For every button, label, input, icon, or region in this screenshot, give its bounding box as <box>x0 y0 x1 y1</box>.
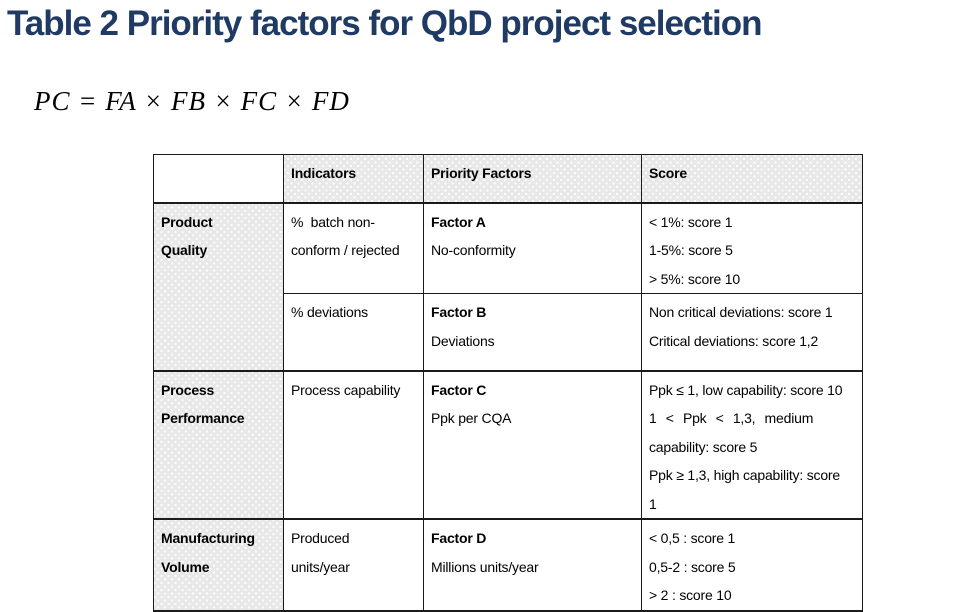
factor-name: Factor B <box>431 304 487 320</box>
group-label-line: Manufacturing <box>161 530 255 546</box>
indicator-cell-factor-c: Process capability <box>283 369 424 520</box>
factor-name: Factor A <box>431 213 486 230</box>
factor-cell-factor-a: Factor A No-conformity <box>423 201 642 294</box>
score-line: 1 < Ppk < 1,3, medium <box>649 410 814 426</box>
priority-factors-table: Indicators Priority Factors Score Produc… <box>153 154 863 612</box>
score-cell-factor-c: Ppk ≤ 1, low capability: score 10 1 < Pp… <box>641 369 863 520</box>
factor-name: Factor C <box>431 381 487 398</box>
cell-line: conform / rejected <box>291 242 400 258</box>
factor-description: Ppk per CQA <box>431 410 512 426</box>
header-label: Score <box>649 165 687 181</box>
page-title: Table 2 Priority factors for QbD project… <box>7 4 763 43</box>
factor-cell-factor-b: Factor B Deviations <box>423 293 642 371</box>
table-row-factor-b: % deviations Factor B Deviations Non cri… <box>154 293 863 371</box>
header-label: Priority Factors <box>431 165 532 181</box>
factor-description: No-conformity <box>431 242 516 258</box>
factor-description: Deviations <box>431 332 495 349</box>
indicator-cell-factor-b: % deviations <box>283 293 424 371</box>
group-label-line: Quality <box>161 242 208 258</box>
factor-name: Factor D <box>431 530 487 546</box>
score-line: Ppk ≥ 1,3, high capability: score <box>649 467 840 483</box>
header-row: Indicators Priority Factors Score <box>153 154 863 203</box>
factor-cell-factor-c: Factor C Ppk per CQA <box>423 369 642 520</box>
score-cell-factor-a: < 1%: score 1 1-5%: score 5 > 5%: score … <box>641 201 863 294</box>
col-header-indicators: Indicators <box>283 154 424 203</box>
group-label-line: Volume <box>161 558 210 575</box>
score-line: < 1%: score 1 <box>649 213 733 230</box>
score-line: > 5%: score 10 <box>649 270 740 287</box>
cell-line: Process capability <box>291 381 401 398</box>
score-line: 0,5-2 : score 5 <box>649 558 736 575</box>
col-header-priority-factors: Priority Factors <box>423 154 642 203</box>
header-label: Indicators <box>291 165 356 181</box>
factor-cell-factor-d: Factor D Millions units/year <box>423 518 642 612</box>
score-line: > 2 : score 10 <box>649 587 732 603</box>
cell-line: units/year <box>291 558 350 575</box>
table-row-factor-d: Manufacturing Volume Produced units/year… <box>153 518 863 612</box>
table-row-factor-a: Product Quality % batch non- conform / r… <box>153 201 863 371</box>
cell-line: Produced <box>291 530 350 546</box>
col-header-score: Score <box>641 154 863 203</box>
indicator-cell-factor-a: % batch non- conform / rejected <box>283 201 424 294</box>
table-row-factor-c: Process Performance Process capability F… <box>153 369 863 520</box>
group-label-line: Performance <box>161 410 245 426</box>
score-line: < 0,5 : score 1 <box>649 530 736 546</box>
score-line: 1 <box>649 495 657 512</box>
cell-line: % deviations <box>291 304 368 320</box>
score-line: capability: score 5 <box>649 438 758 455</box>
cell-line: % batch non- <box>291 213 375 230</box>
row-group-manufacturing-volume: Manufacturing Volume <box>153 518 284 612</box>
score-cell-factor-b: Non critical deviations: score 1 Critica… <box>641 293 863 371</box>
score-line: Ppk ≤ 1, low capability: score 10 <box>649 381 843 398</box>
indicator-cell-factor-d: Produced units/year <box>283 518 424 612</box>
score-line: Critical deviations: score 1,2 <box>649 332 819 349</box>
group-label-line: Process <box>161 381 215 398</box>
corner-spacer <box>153 154 284 203</box>
score-line: 1-5%: score 5 <box>649 242 733 258</box>
row-group-process-performance: Process Performance <box>153 369 284 520</box>
group-label-line: Product <box>161 213 213 230</box>
factor-description: Millions units/year <box>431 558 539 575</box>
priority-coefficient-formula: PC = FA × FB × FC × FD <box>34 86 350 116</box>
row-group-product-quality: Product Quality <box>153 201 284 371</box>
score-cell-factor-d: < 0,5 : score 1 0,5-2 : score 5 > 2 : sc… <box>641 518 863 612</box>
score-line: Non critical deviations: score 1 <box>649 304 833 320</box>
